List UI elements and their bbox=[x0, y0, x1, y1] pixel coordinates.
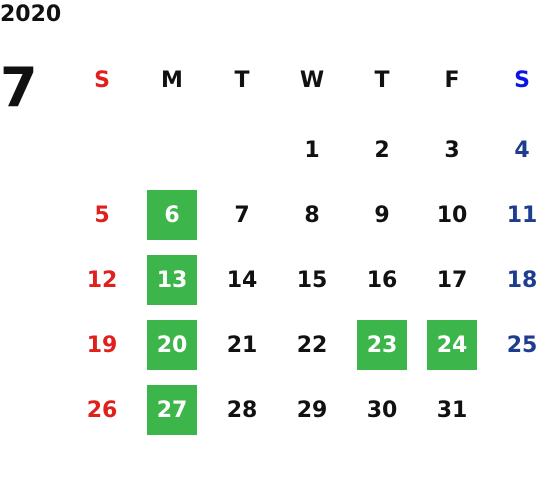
weekday-header: F bbox=[444, 67, 460, 93]
day: 26 bbox=[86, 397, 118, 423]
month: 7 bbox=[0, 56, 38, 119]
day: 31 bbox=[436, 397, 468, 423]
day: 25 bbox=[506, 332, 538, 358]
weekday-header: W bbox=[299, 67, 325, 93]
year: 2020 bbox=[0, 2, 62, 27]
day: 29 bbox=[296, 397, 328, 423]
highlighted-day: 13 bbox=[147, 255, 197, 305]
day: 10 bbox=[436, 202, 468, 228]
day: 14 bbox=[226, 267, 258, 293]
day: 3 bbox=[444, 137, 460, 163]
weekday-header: T bbox=[234, 67, 250, 93]
day: 28 bbox=[226, 397, 258, 423]
day: 5 bbox=[94, 202, 110, 228]
day: 15 bbox=[296, 267, 328, 293]
day: 18 bbox=[506, 267, 538, 293]
day: 11 bbox=[506, 202, 538, 228]
highlighted-day: 23 bbox=[357, 320, 407, 370]
day: 19 bbox=[86, 332, 118, 358]
day: 30 bbox=[366, 397, 398, 423]
day: 7 bbox=[234, 202, 250, 228]
highlighted-day: 6 bbox=[147, 190, 197, 240]
weekday-header: T bbox=[374, 67, 390, 93]
highlighted-day: 24 bbox=[427, 320, 477, 370]
day: 21 bbox=[226, 332, 258, 358]
weekday-header: S bbox=[514, 67, 530, 93]
highlighted-day: 20 bbox=[147, 320, 197, 370]
day: 8 bbox=[304, 202, 320, 228]
day: 16 bbox=[366, 267, 398, 293]
day: 12 bbox=[86, 267, 118, 293]
weekday-header: S bbox=[94, 67, 110, 93]
day: 4 bbox=[514, 137, 530, 163]
day: 2 bbox=[374, 137, 390, 163]
day: 22 bbox=[296, 332, 328, 358]
day: 9 bbox=[374, 202, 390, 228]
day: 17 bbox=[436, 267, 468, 293]
highlighted-day: 27 bbox=[147, 385, 197, 435]
weekday-header: M bbox=[161, 67, 183, 93]
day: 1 bbox=[304, 137, 320, 163]
